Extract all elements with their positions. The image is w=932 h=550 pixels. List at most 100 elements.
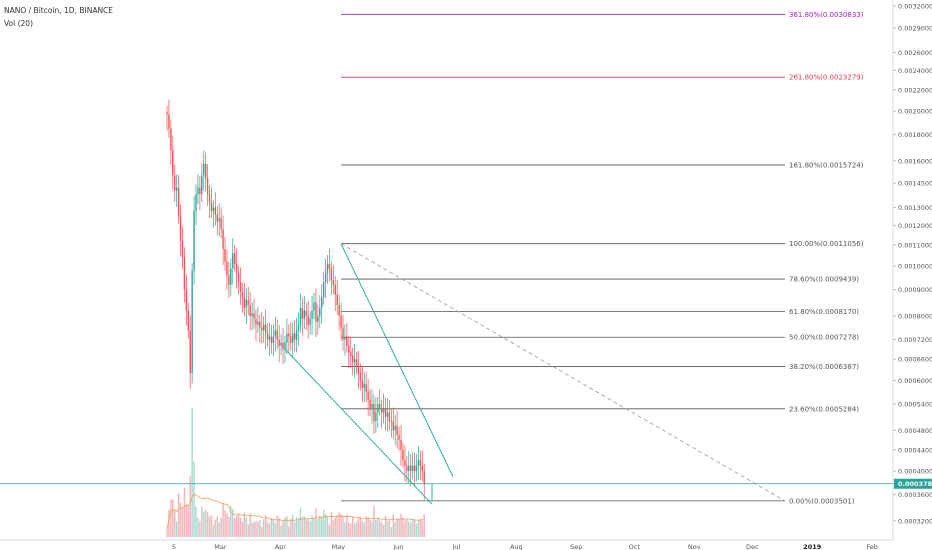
y-tick-label: 0.0003200 xyxy=(898,518,932,526)
candle-body xyxy=(315,302,317,322)
y-tick-label: 0.0003600 xyxy=(898,491,932,499)
candle-body xyxy=(187,310,189,331)
current-price-label: 0.0003780 xyxy=(898,480,932,488)
candle-body xyxy=(212,207,215,211)
volume-bar xyxy=(292,514,294,537)
volume-bar xyxy=(191,407,193,537)
volume-bar xyxy=(276,515,278,537)
volume-bar xyxy=(373,505,375,537)
candle-body xyxy=(353,359,356,363)
candle-body xyxy=(392,421,394,431)
candle-body xyxy=(413,465,416,472)
volume-bar xyxy=(268,524,271,537)
y-tick-label: 0.0006600 xyxy=(898,356,932,364)
y-tick-label: 0.0024000 xyxy=(898,67,932,75)
candle-body xyxy=(177,187,180,217)
candle-body xyxy=(411,465,414,472)
candle-body xyxy=(282,342,284,350)
y-tick-label: 0.0026000 xyxy=(898,49,932,57)
fib-level-label: 361.80%(0.0030833) xyxy=(789,11,864,19)
candle-body xyxy=(218,218,220,222)
x-tick-label: Jul xyxy=(451,543,460,550)
volume-bar xyxy=(218,522,220,537)
fib-level-label: 100.00%(0.0011056) xyxy=(789,240,864,248)
volume-bar xyxy=(168,509,170,537)
candle-body xyxy=(377,403,379,413)
volume-bar xyxy=(263,519,265,537)
candle-body xyxy=(390,421,393,422)
volume-bar xyxy=(170,500,172,537)
candle-body xyxy=(297,324,300,331)
candle-body xyxy=(261,327,263,331)
candle-body xyxy=(216,214,218,222)
volume-bar xyxy=(210,515,213,537)
volume-bar xyxy=(233,517,236,537)
candle-body xyxy=(344,336,346,340)
volume-bar xyxy=(166,528,168,537)
lower-trendline xyxy=(284,348,433,505)
candle-body xyxy=(384,408,387,417)
candle-body xyxy=(307,316,309,325)
candle-body xyxy=(290,336,292,343)
volume-bar xyxy=(303,516,306,537)
volume-bar xyxy=(375,519,377,537)
volume-bar xyxy=(290,518,292,537)
candle-body xyxy=(233,253,236,264)
volume-bar xyxy=(293,522,296,537)
candle-body xyxy=(226,261,228,276)
volume-bar xyxy=(321,517,323,537)
candle-body xyxy=(172,150,174,176)
candle-body xyxy=(408,465,410,472)
candle-body xyxy=(263,324,265,331)
candles-layer xyxy=(166,99,425,500)
candle-body xyxy=(295,330,298,340)
fib-level-label: 261.80%(0.0023279) xyxy=(789,74,864,82)
candle-body xyxy=(247,299,249,306)
y-tick-label: 0.0022000 xyxy=(898,86,932,94)
candle-body xyxy=(208,194,211,203)
volume-bar xyxy=(351,517,354,537)
x-tick-label: Jun xyxy=(392,543,403,550)
volume-bar xyxy=(408,521,410,537)
volume-bar xyxy=(311,515,313,537)
grid-layer xyxy=(0,0,894,541)
candle-body xyxy=(278,339,280,346)
volume-bar xyxy=(386,520,389,537)
candle-body xyxy=(274,330,277,337)
volume-bar xyxy=(396,518,398,537)
candle-body xyxy=(309,318,311,325)
volume-bar xyxy=(181,506,184,537)
volume-bar xyxy=(409,522,412,537)
volume-bar xyxy=(388,519,391,537)
candle-body xyxy=(168,114,170,129)
candle-body xyxy=(328,263,331,269)
y-tick-label: 0.0016000 xyxy=(898,158,932,166)
candle-body xyxy=(321,297,323,308)
volume-bar xyxy=(307,519,309,537)
volume-bar xyxy=(297,518,300,537)
y-tick-label: 0.0013000 xyxy=(898,204,932,212)
candle-body xyxy=(322,282,325,298)
volume-bar xyxy=(245,517,247,537)
candle-body xyxy=(201,175,203,195)
volume-bar xyxy=(241,521,244,537)
y-tick-label: 0.0032000 xyxy=(898,3,932,11)
volume-bar xyxy=(185,504,188,537)
volume-bar xyxy=(338,512,340,537)
y-tick-label: 0.0008000 xyxy=(898,313,932,321)
volume-bar xyxy=(359,517,362,537)
volume-bar xyxy=(423,514,425,537)
x-tick-label: 2019 xyxy=(803,543,822,550)
volume-bar xyxy=(222,503,224,537)
candle-body xyxy=(299,307,302,325)
volume-bar xyxy=(344,522,346,537)
volume-bar xyxy=(394,522,396,537)
volume-bar xyxy=(315,507,317,537)
candle-body xyxy=(284,342,286,350)
volume-layer xyxy=(166,407,425,537)
volume-bar xyxy=(340,513,342,537)
volume-bar xyxy=(282,520,284,537)
volume-bar xyxy=(195,506,197,537)
candle-body xyxy=(379,403,381,409)
